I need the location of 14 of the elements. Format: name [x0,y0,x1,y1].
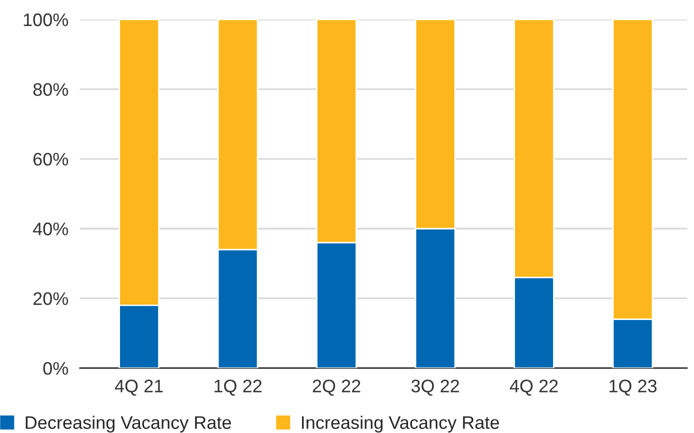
y-tick-label: 40% [32,222,68,236]
x-tick-label: 1Q 23 [610,380,657,396]
legend-label: Decreasing Vacancy Rate [26,416,231,433]
y-tick-label: 60% [33,152,68,166]
y-tick-label: 20% [33,292,68,306]
x-tick-label: 3Q 22 [411,380,459,396]
y-tick-label: 0% [43,362,68,375]
x-tick-label: 2Q 22 [312,380,360,396]
y-tick-label: 80% [33,83,68,96]
y-tick-label: 100% [24,13,68,26]
x-tick-label: 4Q 21 [114,380,163,396]
legend-label: Increasing Vacancy Rate [302,416,499,433]
x-tick-label: 1Q 22 [214,380,262,396]
x-tick-label: 4Q 22 [510,380,558,396]
